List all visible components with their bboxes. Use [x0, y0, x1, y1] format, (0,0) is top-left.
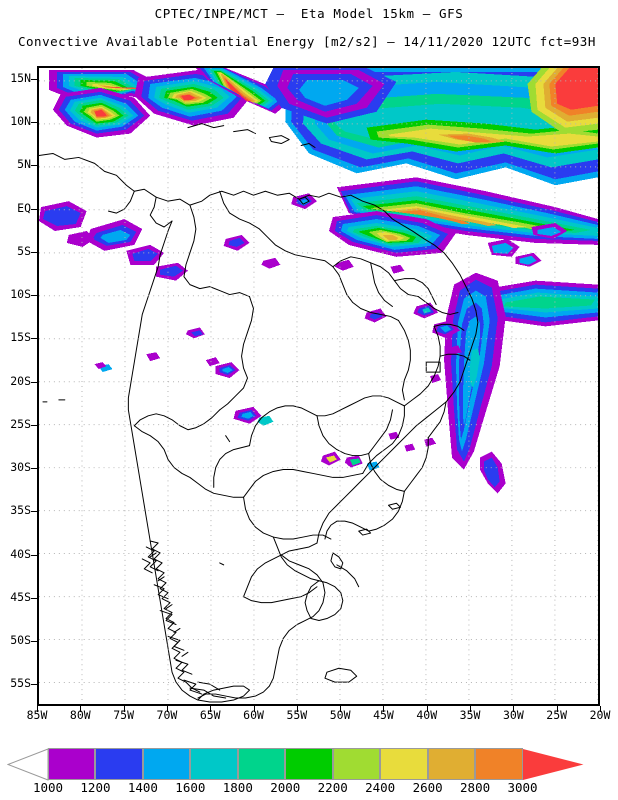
colorbar-tick-label: 3000 — [507, 780, 538, 795]
lat-tick-label: 5N — [17, 157, 31, 172]
variable-title: Convective Available Potential Energy [m… — [18, 34, 596, 49]
colorbar-swatch — [427, 748, 476, 780]
lat-tick-mark — [31, 381, 37, 383]
colorbar-tick-label: 1600 — [175, 780, 206, 795]
lon-tick-label: 60W — [243, 708, 264, 722]
lon-tick-label: 55W — [286, 708, 308, 722]
lat-tick-mark — [31, 338, 37, 340]
map-plot-area — [37, 66, 600, 706]
lat-tick-mark — [31, 684, 37, 686]
colorbar-swatch — [380, 748, 428, 780]
colorbar-tick-label: 1200 — [80, 780, 111, 795]
lat-tick-label: 15S — [10, 330, 31, 345]
lat-tick-mark — [31, 78, 37, 80]
lon-tick-label: 70W — [156, 708, 178, 722]
colorbar-swatch — [190, 748, 238, 780]
lat-tick-mark — [31, 251, 37, 253]
lat-tick-label: 50S — [10, 633, 31, 648]
lon-tick-label: 65W — [199, 708, 221, 722]
lat-tick-label: 40S — [10, 546, 31, 561]
lat-tick-label: 15N — [10, 70, 31, 85]
colorbar-swatch — [332, 748, 381, 780]
lon-tick-mark — [253, 706, 255, 712]
lon-tick-mark — [556, 706, 558, 712]
lon-tick-mark — [470, 706, 472, 712]
lon-tick-mark — [166, 706, 168, 712]
lon-tick-mark — [210, 706, 212, 712]
lat-tick-label: 10S — [10, 287, 31, 302]
colorbar-tick-label: 1000 — [32, 780, 64, 795]
lon-tick-label: 40W — [416, 708, 438, 722]
lon-tick-mark — [600, 706, 601, 712]
lon-tick-mark — [123, 706, 125, 712]
lat-tick-label: 35S — [10, 503, 31, 518]
cape-field — [39, 68, 598, 494]
colorbar-swatch — [475, 748, 523, 780]
lat-tick-label: 55S — [10, 676, 31, 691]
lon-tick-mark — [296, 706, 298, 712]
lon-tick-label: 45W — [373, 708, 394, 722]
lon-tick-mark — [513, 706, 515, 712]
lon-tick-label: 50W — [329, 708, 351, 722]
model-title: CPTEC/INPE/MCT — Eta Model 15km — GFS — [154, 6, 464, 21]
colorbar-tick-label: 2400 — [365, 780, 396, 795]
lon-tick-label: 25W — [546, 708, 568, 722]
lat-tick-label: 45S — [10, 589, 31, 604]
lat-tick-mark — [31, 597, 37, 599]
colorbar-tick-label: 2000 — [270, 780, 301, 795]
colorbar-tick-label: 2800 — [460, 780, 491, 795]
colorbar-swatch — [285, 748, 333, 780]
lon-tick-label: 35W — [459, 708, 481, 722]
colorbar-under-arrow-shape — [7, 748, 49, 781]
lon-tick-mark — [426, 706, 428, 712]
lon-tick-label: 85W — [26, 708, 48, 722]
lon-tick-mark — [340, 706, 342, 712]
lon-tick-mark — [80, 706, 82, 712]
colorbar-tick-label: 1400 — [127, 780, 158, 795]
lat-tick-label: 20S — [10, 373, 31, 388]
lat-tick-label: 5S — [17, 243, 31, 258]
lon-tick-label: 20W — [589, 708, 611, 722]
colorbar-swatch — [142, 748, 191, 780]
lat-tick-mark — [31, 511, 37, 513]
lat-tick-mark — [31, 468, 37, 470]
lat-tick-mark — [31, 641, 37, 643]
lon-tick-mark — [37, 706, 38, 712]
colorbar-tick-label: 2200 — [317, 780, 348, 795]
colorbar-swatch — [95, 748, 143, 780]
lon-tick-label: 75W — [113, 708, 134, 722]
lat-tick-mark — [31, 424, 37, 426]
cape-map-canvas — [39, 68, 598, 704]
lat-tick-mark — [31, 165, 37, 167]
lon-tick-label: 30W — [502, 708, 524, 722]
colorbar-swatch — [237, 748, 286, 780]
colorbar-swatch — [48, 748, 96, 780]
lat-tick-label: EQ — [17, 200, 31, 215]
lat-tick-label: 25S — [10, 416, 31, 431]
colorbar-over-arrow — [522, 749, 583, 780]
lon-tick-label: 80W — [69, 708, 91, 722]
colorbar: 1000 1200 1400 1600 1800 2000 2200 2400 2600 2800… — [0, 748, 618, 798]
lat-tick-label: 30S — [10, 460, 31, 475]
lat-tick-mark — [31, 554, 37, 556]
lon-tick-mark — [383, 706, 385, 712]
lat-tick-mark — [31, 208, 37, 210]
lat-tick-mark — [31, 295, 37, 297]
map-gridlines — [39, 68, 598, 704]
colorbar-tick-label: 1800 — [222, 780, 253, 795]
lat-tick-mark — [31, 122, 37, 124]
lat-tick-label: 10N — [10, 114, 31, 129]
colorbar-tick-label: 2600 — [412, 780, 443, 795]
